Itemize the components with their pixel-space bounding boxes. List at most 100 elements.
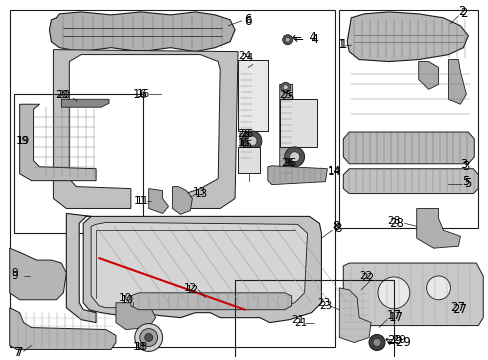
Text: 3: 3 <box>462 160 469 173</box>
Circle shape <box>242 131 262 151</box>
Text: ←29: ←29 <box>386 336 411 349</box>
Polygon shape <box>240 69 252 164</box>
Text: 28: 28 <box>386 216 399 226</box>
Circle shape <box>135 324 163 351</box>
Text: 20: 20 <box>57 90 70 100</box>
Text: 29: 29 <box>386 334 401 347</box>
Text: 26: 26 <box>283 158 296 168</box>
Circle shape <box>372 338 380 346</box>
Bar <box>14 94 142 233</box>
Circle shape <box>140 329 157 346</box>
Polygon shape <box>279 84 292 179</box>
Circle shape <box>144 333 152 342</box>
Circle shape <box>426 276 449 300</box>
Text: ←29: ←29 <box>384 336 406 346</box>
Polygon shape <box>116 303 155 329</box>
Text: 15: 15 <box>240 140 253 150</box>
Text: 23: 23 <box>319 301 332 311</box>
Text: 11: 11 <box>134 195 147 206</box>
Text: 19: 19 <box>17 136 30 146</box>
Text: 24: 24 <box>238 51 251 60</box>
Circle shape <box>283 85 287 90</box>
Circle shape <box>280 82 290 92</box>
Text: 12: 12 <box>185 285 198 295</box>
Bar <box>339 10 477 228</box>
Text: 16: 16 <box>133 88 147 101</box>
Polygon shape <box>267 166 326 185</box>
Text: 21: 21 <box>291 315 305 325</box>
Circle shape <box>377 277 409 309</box>
Polygon shape <box>131 293 291 310</box>
Circle shape <box>246 136 256 146</box>
Polygon shape <box>20 104 96 181</box>
Text: 8: 8 <box>334 222 341 235</box>
Text: 18: 18 <box>135 342 148 352</box>
Text: 8: 8 <box>332 220 339 233</box>
Text: 5: 5 <box>462 175 469 188</box>
Text: 21: 21 <box>294 318 307 328</box>
Text: 1: 1 <box>337 38 344 51</box>
Text: 16: 16 <box>137 89 150 99</box>
Text: 14: 14 <box>326 166 340 176</box>
Polygon shape <box>339 288 370 342</box>
Text: 12: 12 <box>183 283 196 293</box>
Text: 3: 3 <box>460 158 467 171</box>
Polygon shape <box>343 132 473 164</box>
Text: 25: 25 <box>279 90 292 100</box>
Polygon shape <box>66 213 321 323</box>
Polygon shape <box>447 59 466 104</box>
Text: 25: 25 <box>281 92 294 102</box>
Polygon shape <box>10 308 116 350</box>
Bar <box>10 10 335 347</box>
Text: ←  4: ← 4 <box>293 33 318 46</box>
Text: 13: 13 <box>192 186 205 197</box>
Polygon shape <box>91 222 307 308</box>
Text: 27: 27 <box>449 301 465 314</box>
Polygon shape <box>343 169 477 194</box>
Text: 5: 5 <box>464 177 471 190</box>
Text: 2: 2 <box>460 8 467 21</box>
Text: 24: 24 <box>240 53 253 63</box>
Text: 17: 17 <box>386 309 401 322</box>
Text: 27: 27 <box>451 303 467 316</box>
Bar <box>235 280 393 360</box>
Text: 22: 22 <box>358 271 372 281</box>
Text: 17: 17 <box>388 311 403 324</box>
Circle shape <box>289 152 299 162</box>
Text: 9: 9 <box>12 271 19 281</box>
Text: 26: 26 <box>281 158 294 168</box>
Text: 19: 19 <box>16 136 29 146</box>
Circle shape <box>243 70 248 75</box>
Polygon shape <box>49 12 235 51</box>
Text: 22: 22 <box>361 273 374 283</box>
Text: 14: 14 <box>326 167 340 177</box>
Text: 15: 15 <box>238 138 251 148</box>
Bar <box>238 59 267 131</box>
Text: 10: 10 <box>119 293 132 303</box>
Polygon shape <box>61 99 109 107</box>
Text: 6: 6 <box>244 15 251 28</box>
Text: ←  4: ← 4 <box>291 31 316 44</box>
Text: 20: 20 <box>55 90 68 100</box>
Text: 26: 26 <box>240 129 253 139</box>
Text: 6: 6 <box>244 13 251 26</box>
Polygon shape <box>148 189 168 213</box>
Polygon shape <box>416 208 460 248</box>
Circle shape <box>284 147 304 167</box>
Polygon shape <box>346 12 468 62</box>
Text: 11: 11 <box>136 195 149 206</box>
Polygon shape <box>343 263 482 325</box>
Text: 28: 28 <box>388 217 403 230</box>
Polygon shape <box>10 248 66 300</box>
Polygon shape <box>418 62 438 89</box>
Text: 18: 18 <box>133 342 146 352</box>
Text: 7: 7 <box>16 346 23 359</box>
Text: 10: 10 <box>121 295 134 305</box>
Polygon shape <box>53 50 238 208</box>
Text: 26: 26 <box>237 129 250 139</box>
Text: 23: 23 <box>317 298 330 308</box>
Circle shape <box>285 37 289 42</box>
Polygon shape <box>172 186 192 215</box>
Text: 2: 2 <box>457 5 465 18</box>
Bar <box>238 147 259 173</box>
